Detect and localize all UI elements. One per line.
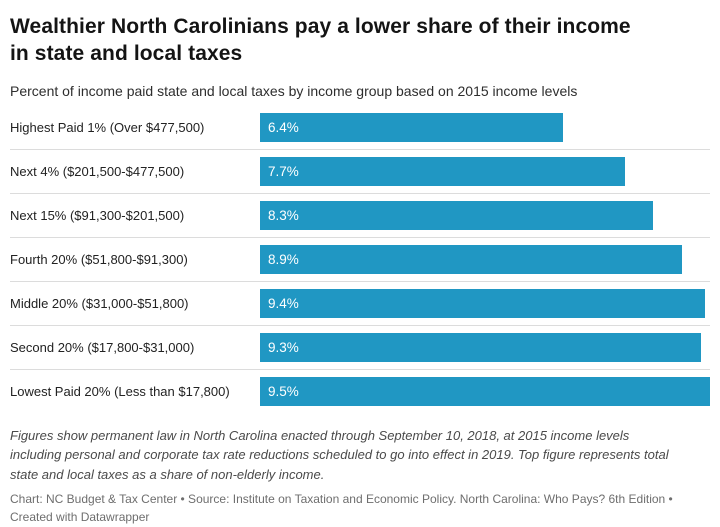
chart-subtitle: Percent of income paid state and local t… [10, 82, 578, 99]
bar-track: 9.3% [260, 332, 710, 362]
bar: 8.3% [260, 200, 654, 230]
chart-row: Middle 20% ($31,000-$51,800) 9.4% [10, 282, 710, 326]
bar-value-label: 9.4% [268, 295, 299, 311]
chart-row: Next 4% ($201,500-$477,500) 7.7% [10, 150, 710, 194]
category-label: Lowest Paid 20% (Less than $17,800) [10, 384, 230, 400]
category-label: Middle 20% ($31,000-$51,800) [10, 295, 189, 311]
chart-notes: Figures show permanent law in North Caro… [10, 427, 669, 482]
bar-value-label: 9.3% [268, 339, 299, 355]
bar-track: 9.4% [260, 288, 710, 318]
bar-track: 8.9% [260, 244, 710, 274]
category-label: Next 4% ($201,500-$477,500) [10, 163, 185, 179]
bar-value-label: 8.3% [268, 207, 299, 223]
bar: 9.4% [260, 288, 706, 318]
chart-row: Second 20% ($17,800-$31,000) 9.3% [10, 326, 710, 370]
chart-row: Fourth 20% ($51,800-$91,300) 8.9% [10, 238, 710, 282]
bar: 6.4% [260, 112, 564, 142]
bar-chart: Highest Paid 1% (Over $477,500) 6.4% Nex… [10, 106, 710, 414]
chart-row: Lowest Paid 20% (Less than $17,800) 9.5% [10, 370, 710, 414]
chart-row: Next 15% ($91,300-$201,500) 8.3% [10, 194, 710, 238]
bar: 7.7% [260, 156, 625, 186]
bar: 9.3% [260, 332, 701, 362]
bar-value-label: 6.4% [268, 119, 299, 135]
category-label: Fourth 20% ($51,800-$91,300) [10, 251, 188, 267]
chart-credit: Chart: NC Budget & Tax Center • Source: … [10, 492, 673, 525]
bar: 9.5% [260, 377, 710, 407]
bar-value-label: 9.5% [268, 384, 299, 400]
bar-track: 9.5% [260, 377, 710, 407]
bar-track: 7.7% [260, 156, 710, 186]
bar-track: 8.3% [260, 200, 710, 230]
bar: 8.9% [260, 244, 682, 274]
category-label: Next 15% ($91,300-$201,500) [10, 207, 185, 223]
category-label: Second 20% ($17,800-$31,000) [10, 339, 195, 355]
category-label: Highest Paid 1% (Over $477,500) [10, 119, 205, 135]
bar-value-label: 8.9% [268, 251, 299, 267]
bar-value-label: 7.7% [268, 163, 299, 179]
chart-title: Wealthier North Carolinians pay a lower … [10, 15, 631, 65]
bar-track: 6.4% [260, 112, 710, 142]
chart-row: Highest Paid 1% (Over $477,500) 6.4% [10, 106, 710, 150]
